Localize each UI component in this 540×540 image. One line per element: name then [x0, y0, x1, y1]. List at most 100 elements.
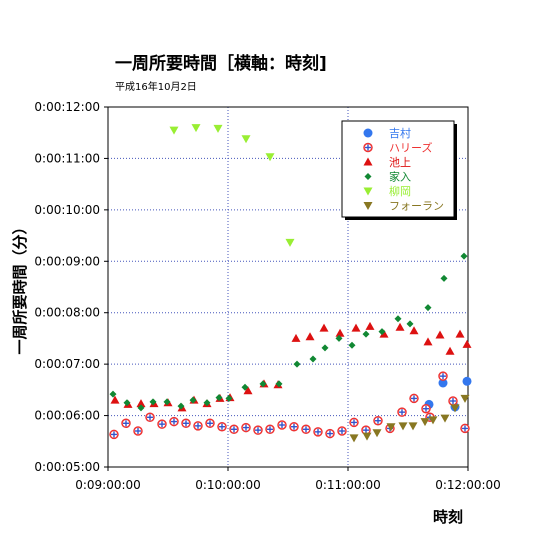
plot-frame — [107, 106, 469, 468]
data-point-series-1 — [121, 418, 131, 429]
data-point-series-1 — [241, 422, 251, 433]
data-point-series-1 — [277, 420, 287, 430]
data-point-series-1 — [193, 421, 203, 431]
data-point-series-1 — [421, 403, 431, 414]
data-point-series-2 — [335, 328, 345, 337]
data-point-series-1 — [265, 424, 275, 435]
data-point-series-1 — [349, 417, 359, 428]
data-point-series-3 — [163, 398, 171, 406]
legend-label: 家入 — [389, 170, 411, 184]
legend-label: ハリーズ — [389, 141, 432, 155]
data-point-series-0 — [438, 378, 448, 388]
data-point-series-1 — [289, 421, 299, 432]
data-point-series-1 — [229, 424, 239, 435]
data-point-series-1 — [438, 371, 448, 381]
data-point-series-2 — [305, 332, 315, 341]
data-point-series-1 — [448, 396, 458, 406]
data-point-series-5 — [386, 423, 396, 432]
legend-marker — [363, 142, 373, 153]
data-point-series-2 — [243, 386, 253, 395]
y-tick-label: 0:00:09:00 — [34, 254, 100, 268]
data-point-series-1 — [313, 427, 323, 437]
axes: 0:00:05:00 0:00:06:00 0:00:07:00 0:00:08:00… — [34, 100, 500, 492]
data-point-series-4 — [213, 124, 223, 133]
data-point-series-2 — [379, 329, 389, 338]
data-point-series-1 — [217, 421, 227, 432]
y-tick-label: 0:00:12:00 — [34, 100, 100, 114]
data-point-series-2 — [291, 333, 301, 342]
data-point-series-5 — [420, 418, 430, 427]
data-point-series-1 — [145, 412, 155, 423]
data-point-series-1 — [133, 426, 143, 436]
chart-title: 一周所要時間［横軸：時刻] — [115, 53, 327, 74]
data-point-series-1 — [325, 428, 335, 439]
data-point-series-3 — [177, 402, 185, 410]
data-point-series-1 — [337, 426, 347, 436]
data-point-series-3 — [225, 394, 233, 402]
data-point-series-3 — [293, 360, 301, 368]
data-point-series-5 — [460, 394, 470, 403]
data-point-series-2 — [462, 339, 472, 348]
data-point-series-3 — [460, 252, 468, 260]
data-point-series-1 — [397, 407, 407, 417]
data-point-series-2 — [110, 395, 120, 404]
data-point-series-3 — [275, 380, 283, 388]
data-point-series-3 — [109, 390, 117, 398]
data-point-series-2 — [136, 399, 146, 408]
data-point-series-4 — [265, 153, 275, 162]
y-axis-label: 一周所要時間（分） — [11, 219, 29, 354]
data-point-series-1 — [157, 419, 167, 429]
data-points — [109, 124, 472, 443]
data-point-series-3 — [309, 355, 317, 363]
data-point-series-2 — [455, 329, 465, 338]
data-point-series-3 — [394, 315, 402, 323]
data-point-series-5 — [408, 422, 418, 431]
data-point-series-2 — [365, 321, 375, 330]
data-point-series-3 — [362, 330, 370, 338]
data-point-series-1 — [460, 423, 470, 434]
chart-subtitle: 平成16年10月2日 — [115, 80, 197, 93]
data-point-series-2 — [351, 323, 361, 332]
data-point-series-2 — [423, 337, 433, 346]
data-point-series-3 — [189, 396, 197, 404]
data-point-series-3 — [137, 404, 145, 412]
legend-marker — [363, 157, 373, 166]
y-tick-label: 0:00:07:00 — [34, 357, 100, 371]
legend-marker — [363, 202, 373, 210]
data-point-series-4 — [169, 126, 179, 135]
y-tick-label: 0:00:05:00 — [34, 460, 100, 474]
data-point-series-5 — [428, 416, 438, 425]
data-point-series-1 — [169, 416, 179, 427]
data-point-series-3 — [440, 274, 448, 282]
data-point-series-2 — [445, 346, 455, 355]
legend-marker — [364, 173, 372, 180]
data-point-series-2 — [395, 322, 405, 331]
x-tick-label: 0:12:00:00 — [435, 478, 501, 492]
data-point-series-1 — [409, 393, 419, 404]
data-point-series-2 — [409, 326, 419, 335]
data-point-series-3 — [259, 380, 267, 388]
data-point-series-4 — [285, 238, 295, 247]
legend-label: 柳岡 — [389, 184, 411, 198]
data-point-series-4 — [191, 124, 201, 133]
data-point-series-1 — [109, 429, 119, 440]
data-point-series-3 — [215, 394, 223, 402]
legend-marker — [363, 128, 373, 138]
legend-label: 池上 — [389, 156, 411, 169]
data-point-series-2 — [435, 330, 445, 339]
data-point-series-1 — [205, 418, 215, 429]
data-point-series-3 — [335, 334, 343, 342]
data-point-series-5 — [362, 432, 372, 441]
data-point-series-3 — [321, 344, 329, 352]
y-tick-label: 0:00:10:00 — [34, 203, 100, 217]
x-axis-label: 時刻 — [433, 508, 463, 526]
data-point-series-0 — [462, 376, 472, 386]
data-point-series-5 — [440, 414, 450, 423]
data-point-series-3 — [406, 320, 414, 328]
data-point-series-1 — [253, 425, 263, 435]
data-point-series-3 — [123, 399, 131, 407]
data-point-series-3 — [378, 328, 386, 336]
y-tick-label: 0:00:08:00 — [34, 306, 100, 320]
